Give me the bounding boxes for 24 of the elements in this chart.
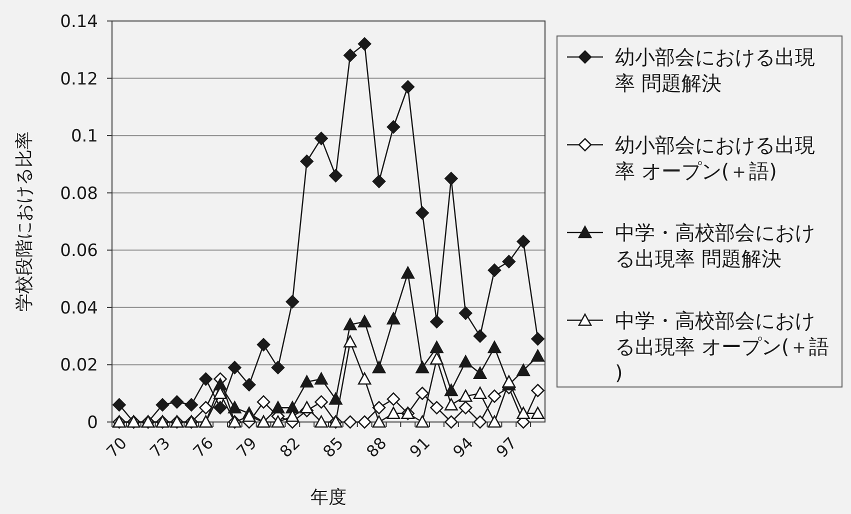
y-tick-label: 0.04 — [60, 298, 98, 318]
y-tick-label: 0.02 — [60, 356, 98, 376]
x-tick-label: 88 — [362, 433, 390, 462]
x-axis-title: 年度 — [310, 487, 346, 508]
y-tick-label: 0 — [87, 413, 98, 433]
legend-label: 中学・高校部会における出現率 オープン(＋語) — [615, 308, 830, 384]
y-tick-label: 0.14 — [60, 12, 98, 32]
y-tick-label: 0.06 — [60, 241, 98, 262]
x-tick-label: 70 — [102, 433, 131, 462]
x-tick-label: 76 — [189, 433, 218, 462]
y-tick-label: 0.1 — [70, 126, 98, 147]
legend-label: 幼小部会における出現率 問題解決 — [615, 45, 815, 95]
legend-label: 幼小部会における出現率 オープン(＋語) — [615, 132, 815, 183]
x-tick-label: 79 — [232, 433, 260, 462]
x-tick-label: 85 — [319, 433, 348, 462]
y-tick-label: 0.12 — [60, 69, 98, 90]
x-tick-label: 94 — [449, 433, 477, 462]
x-tick-label: 97 — [492, 433, 520, 462]
y-axis-title: 学校段階における比率 — [14, 132, 35, 312]
x-tick-label: 82 — [276, 433, 304, 462]
x-tick-label: 91 — [406, 433, 434, 462]
y-tick-label: 0.08 — [60, 184, 98, 204]
x-tick-label: 73 — [146, 433, 174, 462]
legend-label: 中学・高校部会における出現率 問題解決 — [615, 220, 815, 270]
